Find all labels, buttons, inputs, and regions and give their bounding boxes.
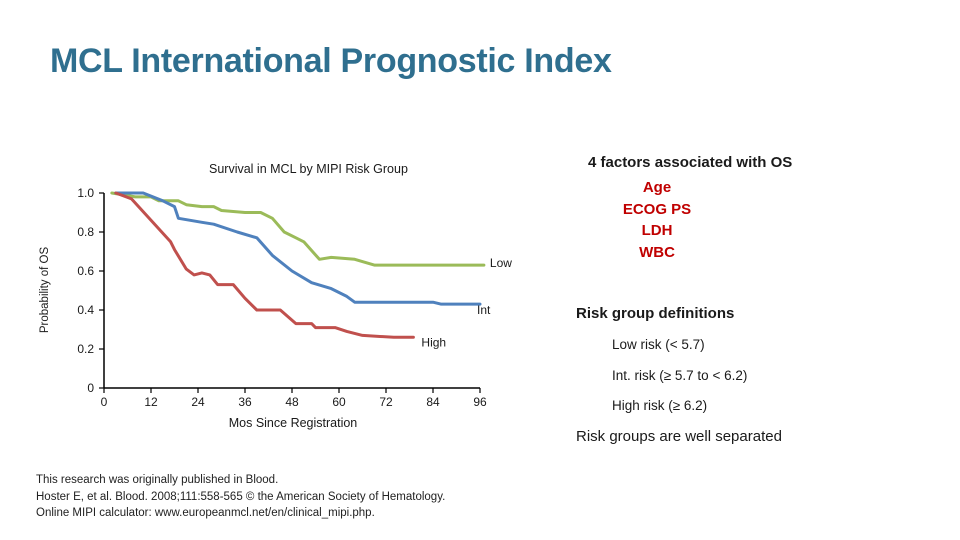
y-tick-label: 0 bbox=[87, 381, 94, 395]
risk-definition-high: High risk (≥ 6.2) bbox=[612, 398, 708, 413]
x-tick-label: 72 bbox=[379, 395, 393, 409]
citation-line-2: Hoster E, et al. Blood. 2008;111:558-565… bbox=[36, 490, 446, 503]
series-label-high: High bbox=[421, 335, 446, 349]
series-line-int bbox=[114, 191, 482, 306]
x-tick-label: 0 bbox=[101, 395, 108, 409]
factor-age: Age bbox=[642, 179, 672, 196]
citation: This research was originally published i… bbox=[36, 472, 445, 522]
y-tick-label: 0.8 bbox=[77, 225, 94, 239]
x-tick-label: 24 bbox=[191, 395, 205, 409]
factor-ldh: LDH bbox=[641, 222, 673, 239]
y-tick-label: 0.4 bbox=[77, 303, 94, 317]
risk-definitions-heading: Risk group definitions bbox=[576, 305, 735, 322]
y-tick-label: 0.6 bbox=[77, 264, 94, 278]
y-tick-label: 1.0 bbox=[77, 186, 94, 200]
x-tick-label: 96 bbox=[473, 395, 487, 409]
risk-definition-int: Int. risk (≥ 5.7 to < 6.2) bbox=[612, 368, 748, 383]
series-label-low: Low bbox=[490, 256, 512, 270]
risk-definition-low: Low risk (< 5.7) bbox=[612, 337, 705, 352]
factors-list: Age ECOG PS LDH WBC bbox=[597, 177, 717, 263]
x-tick-label: 48 bbox=[285, 395, 299, 409]
x-tick-label: 60 bbox=[332, 395, 346, 409]
series-line-high bbox=[114, 191, 415, 339]
x-axis-title: Mos Since Registration bbox=[229, 416, 358, 430]
chart-title: Survival in MCL by MIPI Risk Group bbox=[209, 162, 408, 176]
factor-ecog-ps: ECOG PS bbox=[622, 200, 692, 218]
y-tick-label: 0.2 bbox=[77, 342, 94, 356]
factor-wbc: WBC bbox=[639, 243, 675, 261]
slide-title: MCL International Prognostic Index bbox=[50, 42, 612, 80]
x-tick-label: 84 bbox=[426, 395, 440, 409]
series-label-int: Int bbox=[477, 303, 491, 317]
y-axis-title: Probability of OS bbox=[39, 247, 51, 334]
factors-heading: 4 factors associated with OS bbox=[588, 154, 793, 171]
citation-line-1: This research was originally published i… bbox=[36, 474, 279, 486]
x-tick-label: 12 bbox=[144, 395, 158, 409]
x-tick-label: 36 bbox=[238, 395, 252, 409]
conclusion-text: Risk groups are well separated bbox=[576, 428, 782, 445]
citation-line-3: Online MIPI calculator: www.europeanmcl.… bbox=[36, 507, 375, 519]
